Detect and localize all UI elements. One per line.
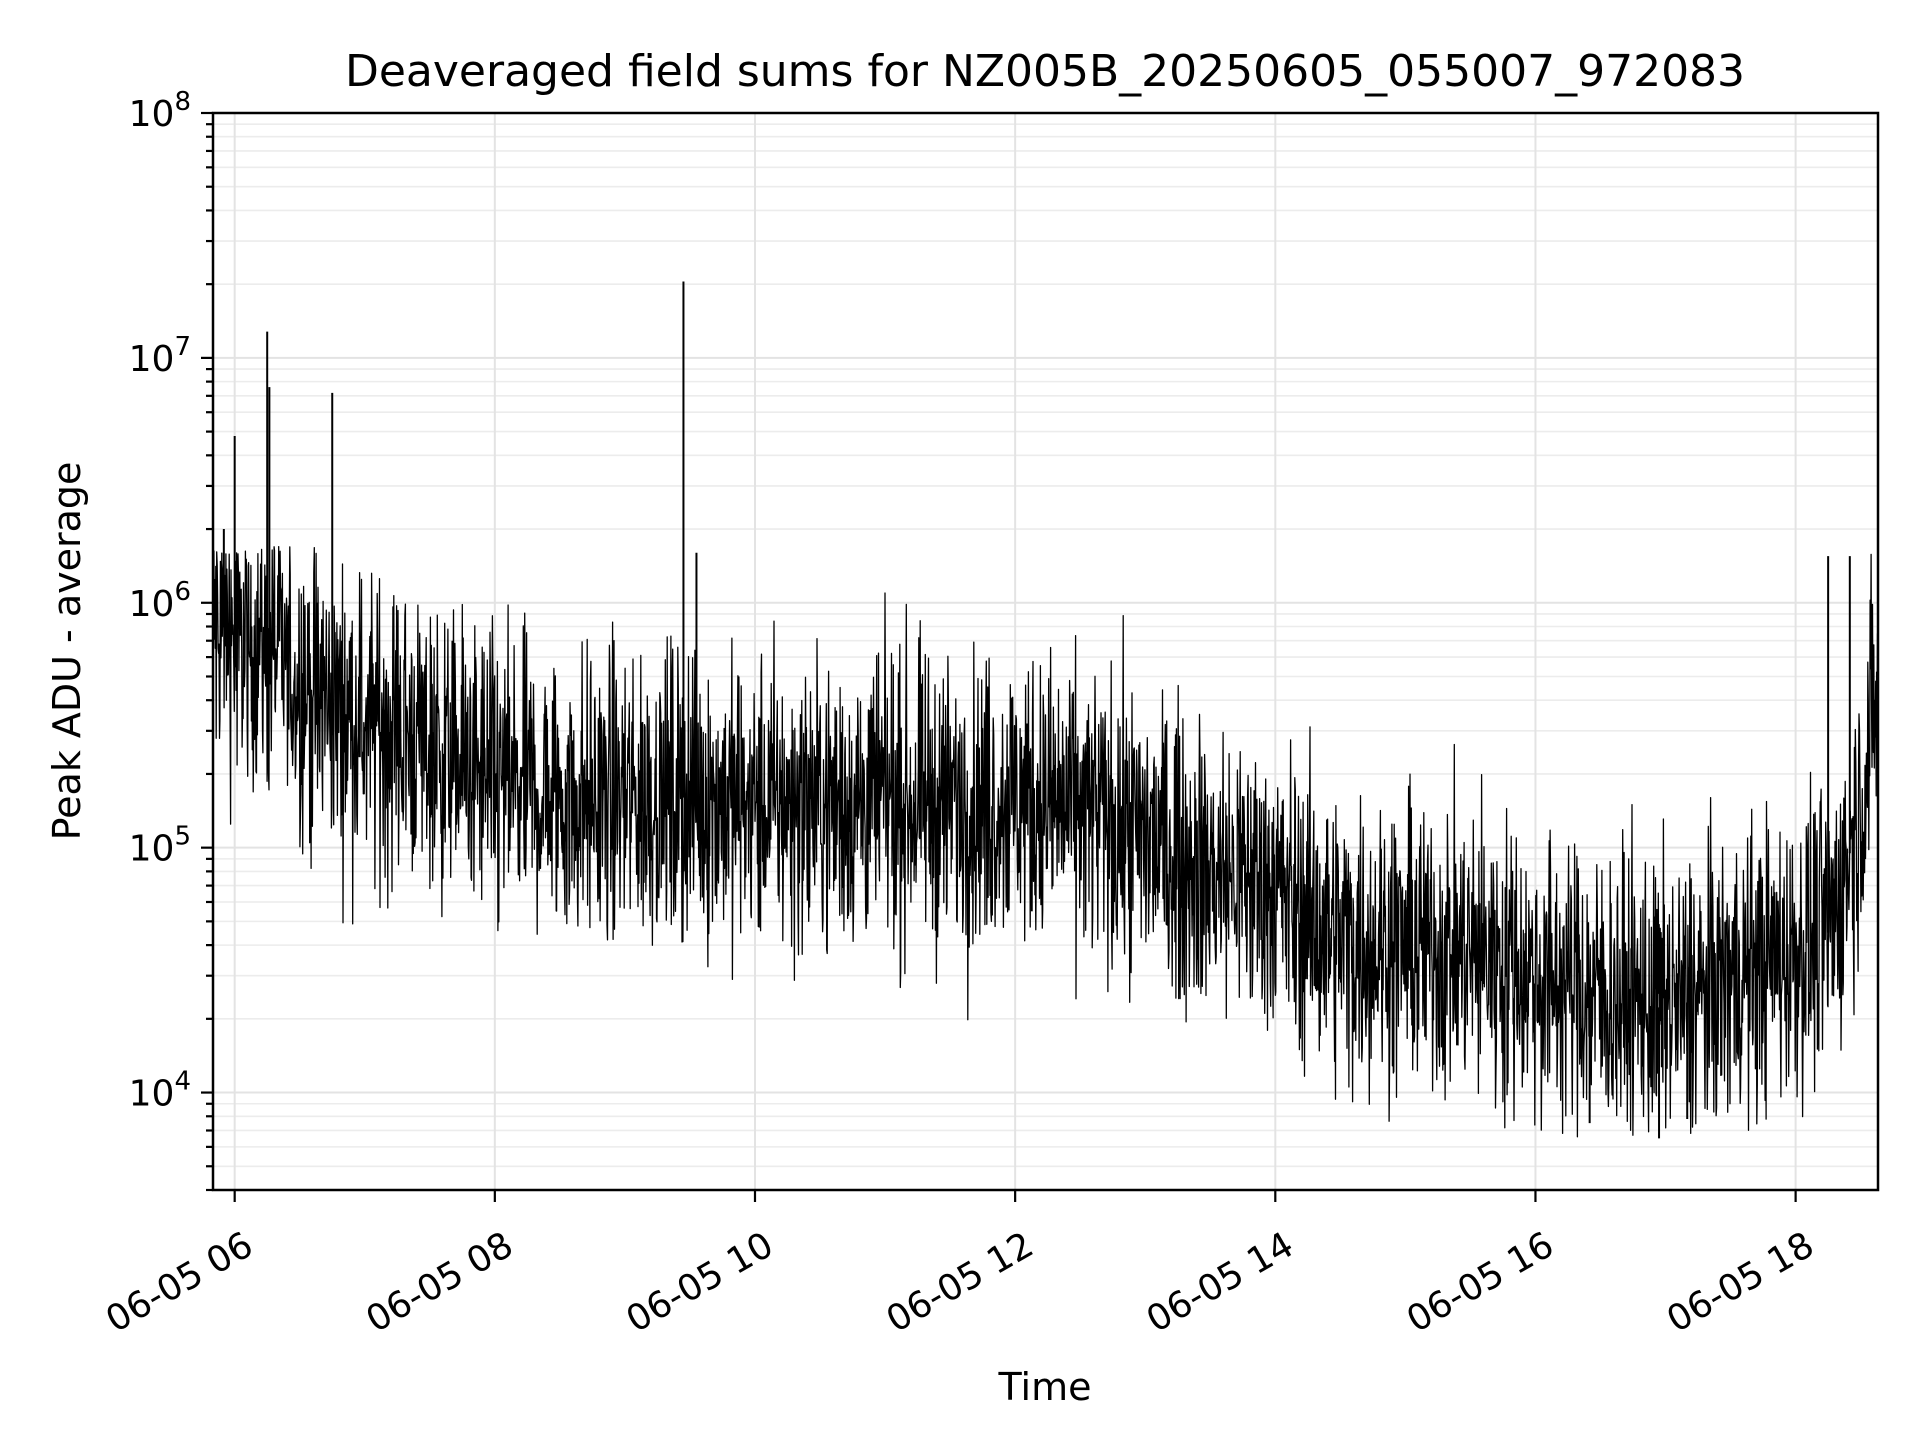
chart-title: Deaveraged field sums for NZ005B_2025060… (345, 46, 1745, 97)
y-tick-label: 106 (129, 577, 191, 625)
x-axis-label: Time (998, 1365, 1092, 1409)
y-axis: 104 105 106 107 108 (129, 87, 213, 1192)
y-tick-label: 107 (129, 332, 191, 380)
y-tick-label: 105 (129, 822, 191, 870)
y-tick-label: 104 (129, 1067, 191, 1115)
y-tick-label: 108 (129, 87, 191, 135)
grid (213, 112, 1878, 1191)
series-line (212, 545, 1879, 1138)
y-axis-label: Peak ADU - average (45, 462, 89, 841)
plot-frame (211, 111, 1880, 1192)
plot-area (212, 281, 1879, 1139)
